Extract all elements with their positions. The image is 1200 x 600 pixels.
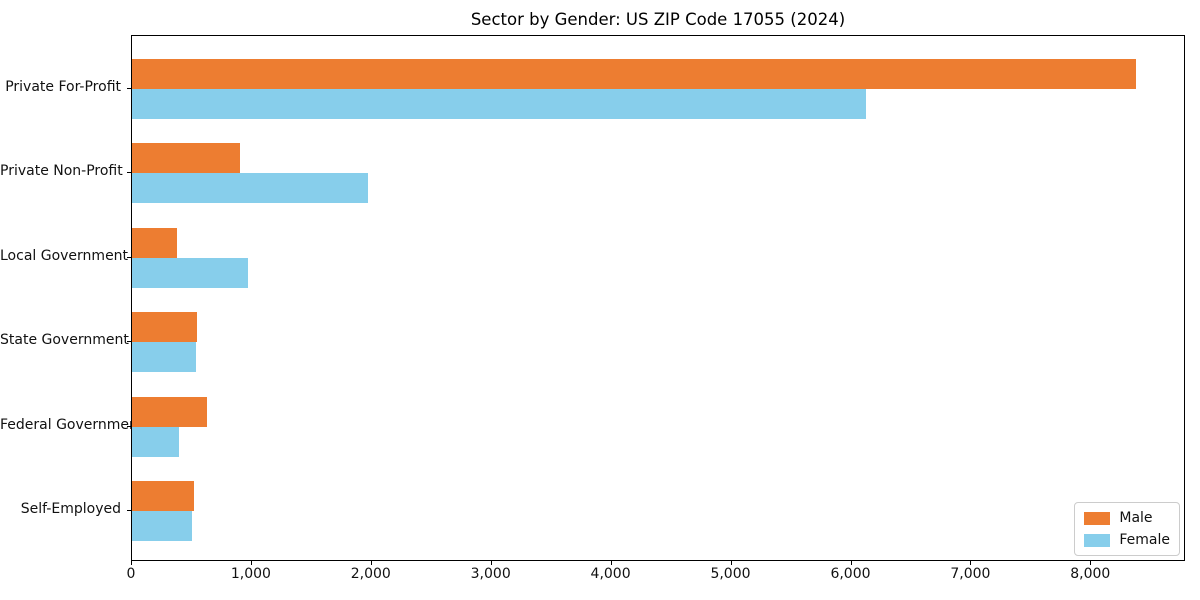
y-tick-label: Local Government bbox=[0, 247, 129, 264]
x-tick-label: 5,000 bbox=[710, 566, 751, 582]
legend-item-male: Male bbox=[1084, 510, 1170, 526]
x-tick-mark bbox=[370, 561, 372, 565]
x-tick-mark bbox=[1090, 561, 1092, 565]
x-tick-mark bbox=[610, 561, 612, 565]
bar-male-state-government bbox=[132, 312, 197, 343]
y-tick-mark bbox=[127, 341, 131, 343]
bar-male-private-non-profit bbox=[132, 143, 240, 174]
x-tick-mark bbox=[850, 561, 852, 565]
x-tick-mark bbox=[131, 561, 132, 565]
legend-item-female: Female bbox=[1084, 532, 1170, 548]
x-tick-label: 8,000 bbox=[1070, 566, 1111, 582]
bar-male-self-employed bbox=[132, 481, 194, 511]
x-tick-mark bbox=[250, 561, 252, 565]
legend-swatch-female bbox=[1084, 533, 1111, 547]
legend: Male Female bbox=[1074, 502, 1180, 556]
bar-female-federal-government bbox=[132, 426, 179, 457]
chart-title: Sector by Gender: US ZIP Code 17055 (202… bbox=[470, 10, 846, 29]
y-tick-mark bbox=[127, 425, 131, 427]
y-tick-label: State Government bbox=[0, 332, 129, 349]
x-tick-label: 2,000 bbox=[350, 566, 391, 582]
x-tick-label: 0 bbox=[126, 566, 136, 582]
x-tick-label: 4,000 bbox=[590, 566, 631, 582]
y-tick-mark bbox=[127, 510, 131, 511]
x-tick-mark bbox=[490, 561, 492, 565]
legend-label: Male bbox=[1119, 510, 1153, 526]
y-tick-mark bbox=[127, 88, 131, 89]
bar-female-local-government bbox=[132, 257, 248, 288]
legend-label: Female bbox=[1119, 532, 1170, 548]
x-tick-mark bbox=[730, 561, 732, 565]
y-tick-label: Private Non-Profit bbox=[0, 163, 123, 180]
y-tick-mark bbox=[127, 256, 131, 258]
y-tick-label: Self-Employed bbox=[20, 501, 121, 517]
bar-female-self-employed bbox=[132, 511, 192, 541]
bar-female-private-for-profit bbox=[132, 89, 866, 119]
y-tick-label: Federal Government bbox=[0, 416, 144, 433]
bar-female-state-government bbox=[132, 342, 197, 373]
y-tick-label: Private For-Profit bbox=[5, 79, 121, 95]
x-tick-label: 1,000 bbox=[230, 566, 271, 582]
plot-area: Male Female bbox=[131, 35, 1185, 561]
x-tick-label: 3,000 bbox=[470, 566, 511, 582]
legend-swatch-male bbox=[1084, 511, 1111, 525]
bar-male-private-for-profit bbox=[132, 59, 1136, 89]
x-tick-label: 6,000 bbox=[830, 566, 871, 582]
y-tick-mark bbox=[127, 172, 131, 174]
x-tick-label: 7,000 bbox=[950, 566, 991, 582]
bar-male-local-government bbox=[132, 227, 177, 258]
bar-male-federal-government bbox=[132, 396, 207, 427]
bar-female-private-non-profit bbox=[132, 173, 369, 204]
x-tick-mark bbox=[970, 561, 972, 565]
